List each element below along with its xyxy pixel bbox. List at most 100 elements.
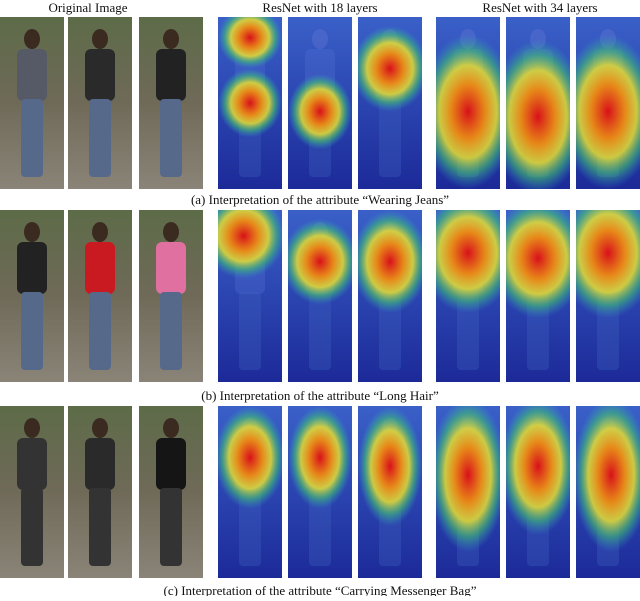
torso: [17, 438, 47, 490]
heatmap: [576, 17, 640, 189]
head: [163, 418, 179, 438]
image-content: [506, 17, 570, 189]
image-content: [576, 210, 640, 382]
image-content: [218, 210, 282, 382]
heat-spot: [358, 25, 422, 112]
image-content: [436, 406, 500, 578]
heat-spot: [218, 17, 282, 69]
image-content: [68, 17, 132, 189]
heatmap: [436, 406, 500, 578]
torso: [85, 242, 115, 294]
heat-spot: [358, 210, 422, 314]
heat-spot: [288, 218, 352, 305]
image-content: [139, 17, 203, 189]
torso: [17, 242, 47, 294]
image-content: [218, 17, 282, 189]
image-content: [218, 406, 282, 578]
image-content: [358, 210, 422, 382]
photo: [0, 406, 64, 578]
heat-spot: [218, 406, 282, 510]
image-content: [0, 406, 64, 578]
image-content: [506, 406, 570, 578]
heat-spot: [218, 210, 282, 279]
caption: (a) Interpretation of the attribute “Wea…: [191, 192, 449, 207]
photo: [68, 210, 132, 382]
legs: [239, 292, 261, 370]
torso: [156, 242, 186, 294]
heat-spot: [358, 406, 422, 527]
heatmap: [358, 17, 422, 189]
heatmap: [288, 210, 352, 382]
photo: [139, 406, 203, 578]
image-content: [576, 17, 640, 189]
heatmap: [358, 406, 422, 578]
torso: [17, 49, 47, 101]
image-content: [506, 210, 570, 382]
image-content: [288, 210, 352, 382]
legs: [89, 292, 111, 370]
heat-spot: [436, 210, 500, 314]
heat-spot: [218, 68, 282, 138]
torso: [85, 49, 115, 101]
photo: [0, 210, 64, 382]
heatmap: [288, 406, 352, 578]
image-content: [436, 210, 500, 382]
heat-spot: [506, 406, 570, 535]
image-content: [358, 17, 422, 189]
photo: [68, 406, 132, 578]
legs: [89, 488, 111, 566]
heat-spot: [288, 406, 352, 510]
image-content: [68, 210, 132, 382]
heat-spot: [506, 210, 570, 319]
heat-spot: [506, 39, 570, 189]
photo: [139, 17, 203, 189]
torso: [85, 438, 115, 490]
heat-spot: [436, 34, 500, 189]
torso: [156, 49, 186, 101]
head: [24, 418, 40, 438]
legs: [160, 99, 182, 177]
heatmap: [506, 17, 570, 189]
head: [312, 29, 328, 49]
image-content: [288, 17, 352, 189]
heatmap: [218, 17, 282, 189]
image-content: [0, 210, 64, 382]
heatmap: [218, 210, 282, 382]
head: [92, 222, 108, 242]
heatmap: [436, 210, 500, 382]
heat-spot: [576, 406, 640, 553]
head: [163, 222, 179, 242]
head: [92, 418, 108, 438]
photo: [139, 210, 203, 382]
image-content: [436, 17, 500, 189]
torso: [156, 438, 186, 490]
column-header: Original Image: [48, 0, 127, 15]
heat-spot: [436, 406, 500, 553]
legs: [309, 292, 331, 370]
legs: [21, 99, 43, 177]
heatmap: [576, 406, 640, 578]
heatmap: [358, 210, 422, 382]
head: [24, 29, 40, 49]
heatmap: [218, 406, 282, 578]
caption: (c) Interpretation of the attribute “Car…: [164, 583, 477, 596]
heatmap: [288, 17, 352, 189]
image-content: [358, 406, 422, 578]
photo: [68, 17, 132, 189]
head: [92, 29, 108, 49]
legs: [160, 488, 182, 566]
legs: [379, 99, 401, 177]
image-content: [576, 406, 640, 578]
image-content: [139, 210, 203, 382]
image-content: [288, 406, 352, 578]
legs: [21, 488, 43, 566]
heatmap: [436, 17, 500, 189]
legs: [21, 292, 43, 370]
heat-spot: [288, 73, 352, 150]
column-header: ResNet with 34 layers: [482, 0, 597, 15]
heat-spot: [576, 210, 640, 319]
head: [163, 29, 179, 49]
image-content: [139, 406, 203, 578]
heat-spot: [576, 34, 640, 189]
